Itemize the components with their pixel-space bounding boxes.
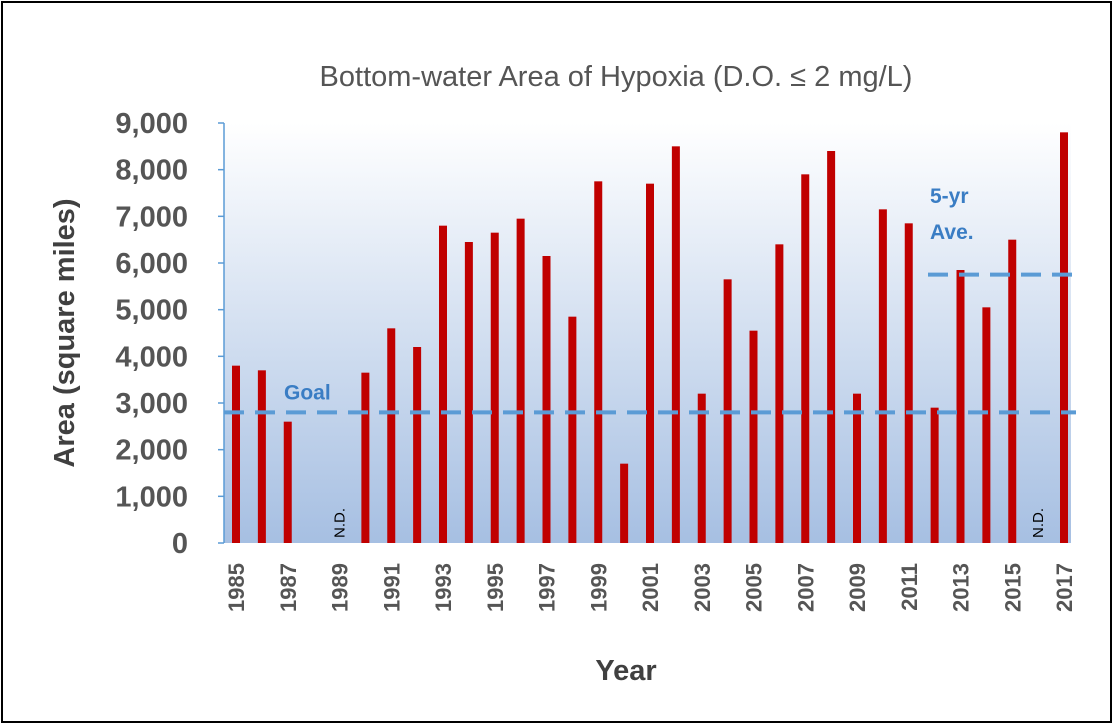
five-yr-ave-label-line2: Ave.: [930, 221, 974, 244]
x-tick-label: 2007: [793, 563, 818, 612]
x-tick-label: 1989: [328, 563, 353, 612]
y-tick-label: 3,000: [115, 388, 188, 420]
axes-layer: 0 1,000 2,000 3,000 4,000 5,000 6,000 7,000 8,00…: [115, 108, 1077, 612]
y-tick-label: 9,000: [115, 108, 188, 140]
bar-1985: [232, 365, 240, 543]
x-tick-label: 1995: [483, 563, 508, 612]
x-tick-label: 1985: [224, 563, 249, 612]
bar-1992: [413, 347, 422, 543]
x-axis-title: Year: [595, 655, 656, 687]
bar-1998: [568, 316, 577, 543]
bar-2012: [930, 407, 939, 543]
bar-2013: [956, 270, 965, 543]
x-tick-label: 2009: [845, 563, 870, 612]
bar-2002: [671, 146, 680, 544]
bar-2000: [620, 463, 629, 543]
reference-lines-layer: Goal 5-yr Ave.: [224, 185, 1076, 415]
bar-1987: [283, 421, 292, 543]
bar-1994: [464, 242, 473, 543]
chart-title: Bottom-water Area of Hypoxia (D.O. ≤ 2 m…: [320, 61, 913, 93]
x-tick-label: 1991: [379, 563, 404, 612]
y-tick-label: 2,000: [115, 435, 188, 467]
bar-2005: [749, 330, 758, 543]
bar-2011: [904, 223, 913, 544]
bar-1990: [361, 372, 370, 543]
x-tick-label: 2001: [638, 563, 663, 612]
x-tick-label: 2015: [1000, 563, 1025, 612]
bar-2003: [697, 393, 706, 543]
y-axis-title: Area (square miles): [49, 198, 81, 467]
x-tick-label: 2003: [690, 563, 715, 612]
goal-label: Goal: [284, 381, 331, 404]
y-tick-label: 5,000: [115, 295, 188, 327]
bar-2009: [853, 393, 861, 543]
five-yr-ave-label-line1: 5-yr: [930, 185, 969, 208]
y-tick-label: 0: [172, 528, 188, 560]
bar-2007: [801, 174, 810, 544]
bar-2010: [878, 209, 887, 544]
bar-2008: [827, 151, 836, 543]
x-tick-label: 1999: [586, 563, 611, 612]
x-tick-label: 1997: [535, 563, 560, 612]
bar-2006: [775, 244, 784, 544]
bar-1997: [542, 256, 551, 543]
y-tick-label: 4,000: [115, 341, 188, 373]
bar-1986: [257, 370, 266, 543]
bar-1993: [439, 225, 447, 543]
x-tick-label: 2011: [897, 563, 922, 611]
x-tick-label: 2017: [1052, 563, 1077, 612]
y-tick-label: 6,000: [115, 248, 188, 280]
y-tick-label: 8,000: [115, 155, 188, 187]
bar-2015: [1008, 239, 1017, 543]
x-tick-label: 2005: [742, 563, 767, 612]
x-tick-label: 1993: [431, 563, 456, 612]
bar-1996: [516, 218, 525, 543]
bar-1999: [594, 181, 603, 544]
x-tick-label: 2013: [949, 563, 974, 612]
no-data-label-2016: N.D.: [1030, 508, 1047, 538]
bar-2017: [1060, 132, 1068, 544]
bar-2014: [982, 307, 991, 543]
y-tick-label: 7,000: [115, 201, 188, 233]
x-tick-label: 1987: [276, 563, 301, 612]
y-tick-label: 1,000: [115, 481, 188, 513]
bar-2001: [646, 183, 654, 543]
bar-1991: [387, 328, 396, 543]
bar-1995: [490, 232, 499, 543]
no-data-label-1989: N.D.: [332, 508, 349, 538]
